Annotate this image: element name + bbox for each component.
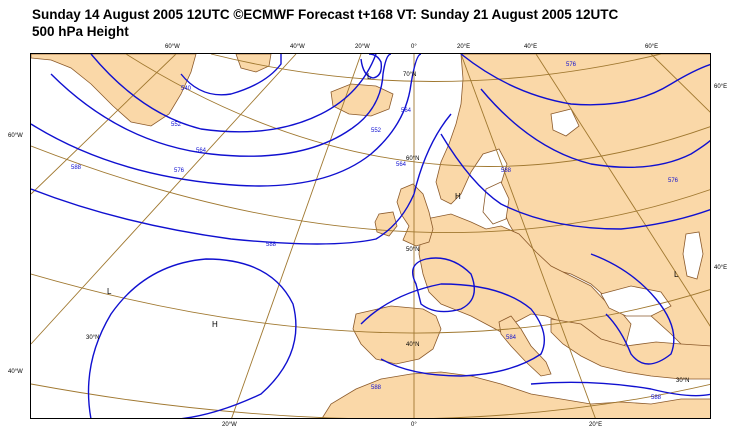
contour-576-south [590, 253, 675, 365]
contour-high-lobe [87, 258, 297, 418]
contour-label: 588 [371, 385, 382, 391]
right-edge-label: 40°E [714, 265, 728, 271]
map-canvas: 540 552 564 576 588 564 552 564 576 588 … [31, 54, 710, 418]
north-africa [321, 371, 710, 418]
lat-label: 40°N [406, 342, 419, 348]
lon-40w [31, 54, 297, 345]
contour-576-west [31, 54, 422, 187]
lon-20w [231, 54, 362, 418]
contour-564-west [50, 54, 392, 157]
right-edge-label: 60°E [714, 84, 728, 90]
contour-552 [90, 54, 377, 133]
contour-label: 564 [196, 148, 207, 154]
high-center-marker: H [455, 192, 461, 201]
contour-588-se [530, 381, 710, 397]
contour-588-east [440, 133, 710, 230]
map-panel: 540 552 564 576 588 564 552 564 576 588 … [30, 53, 711, 419]
iberia [352, 305, 442, 365]
contour-label: 584 [506, 335, 517, 341]
lon-40e [535, 54, 710, 327]
map-title: Sunday 14 August 2005 12UTC ©ECMWF Forec… [32, 7, 619, 22]
black-sea [600, 285, 672, 317]
lat-50n [31, 145, 710, 234]
inner-lat-labels: 70°N 60°N 50°N 40°N 30°N 30°N [86, 72, 689, 384]
graticule [31, 54, 710, 418]
italy [498, 315, 552, 377]
lat-label: 60°N [406, 156, 419, 162]
contour-588-south [360, 283, 545, 377]
contour-588-west [31, 113, 452, 245]
caspian-sea [682, 231, 704, 280]
contour-576-east [480, 88, 710, 169]
contour-label: 576 [668, 178, 679, 184]
contour-label: 552 [371, 128, 382, 134]
left-edge-label: 40°W [8, 369, 23, 375]
lat-30n [31, 383, 710, 418]
high-center-marker: H [212, 320, 218, 329]
contour-label: 588 [651, 395, 662, 401]
baltic-sea [482, 181, 510, 225]
contour-label: 588 [71, 165, 82, 171]
top-lon-label: 60°W [165, 44, 180, 50]
left-edge-label: 60°W [8, 133, 23, 139]
contour-label: 540 [181, 86, 192, 92]
contour-low-center [360, 54, 383, 79]
lat-label: 30°N [676, 378, 689, 384]
white-sea [550, 108, 580, 137]
lat-label: 70°N [403, 72, 416, 78]
map-subtitle: 500 hPa Height [32, 24, 129, 39]
lat-label: 50°N [406, 247, 419, 253]
arctic-islands [235, 54, 272, 73]
bottom-lon-label: 20°W [222, 422, 237, 428]
contour-584-cutoff [412, 257, 475, 313]
top-lon-label: 20°W [355, 44, 370, 50]
great-britain [396, 183, 434, 247]
lat-60n [125, 54, 710, 167]
contour-label: 564 [396, 162, 407, 168]
contour-540 [180, 54, 282, 96]
greenland [31, 54, 197, 127]
contour-label: 552 [171, 122, 182, 128]
top-lon-label: 0° [411, 44, 417, 50]
lon-60w [31, 54, 177, 195]
bottom-lon-label: 20°E [589, 422, 603, 428]
low-center-marker: L [367, 72, 372, 81]
top-lon-label: 40°E [524, 44, 538, 50]
contour-label: 588 [266, 242, 277, 248]
top-lon-label: 40°W [290, 44, 305, 50]
lat-label: 30°N [86, 335, 99, 341]
low-center-marker: L [107, 287, 112, 296]
balkans-turkey [550, 318, 710, 380]
lon-60e [650, 54, 710, 113]
contour-label: 588 [501, 168, 512, 174]
pressure-centers: L L L H H [107, 72, 679, 329]
low-center-marker: L [674, 270, 679, 279]
contour-labels: 540 552 564 576 588 564 552 564 576 588 … [71, 62, 679, 401]
lat-70n [210, 54, 662, 82]
contour-564-east [460, 54, 710, 106]
lat-40n [31, 273, 710, 334]
top-lon-label: 20°E [457, 44, 471, 50]
contour-label: 564 [401, 108, 412, 114]
contour-label: 576 [566, 62, 577, 68]
top-lon-label: 60°E [645, 44, 659, 50]
height-contours [31, 54, 710, 418]
lon-20e [460, 54, 596, 418]
contour-label: 576 [174, 168, 185, 174]
bottom-lon-label: 0° [411, 422, 417, 428]
